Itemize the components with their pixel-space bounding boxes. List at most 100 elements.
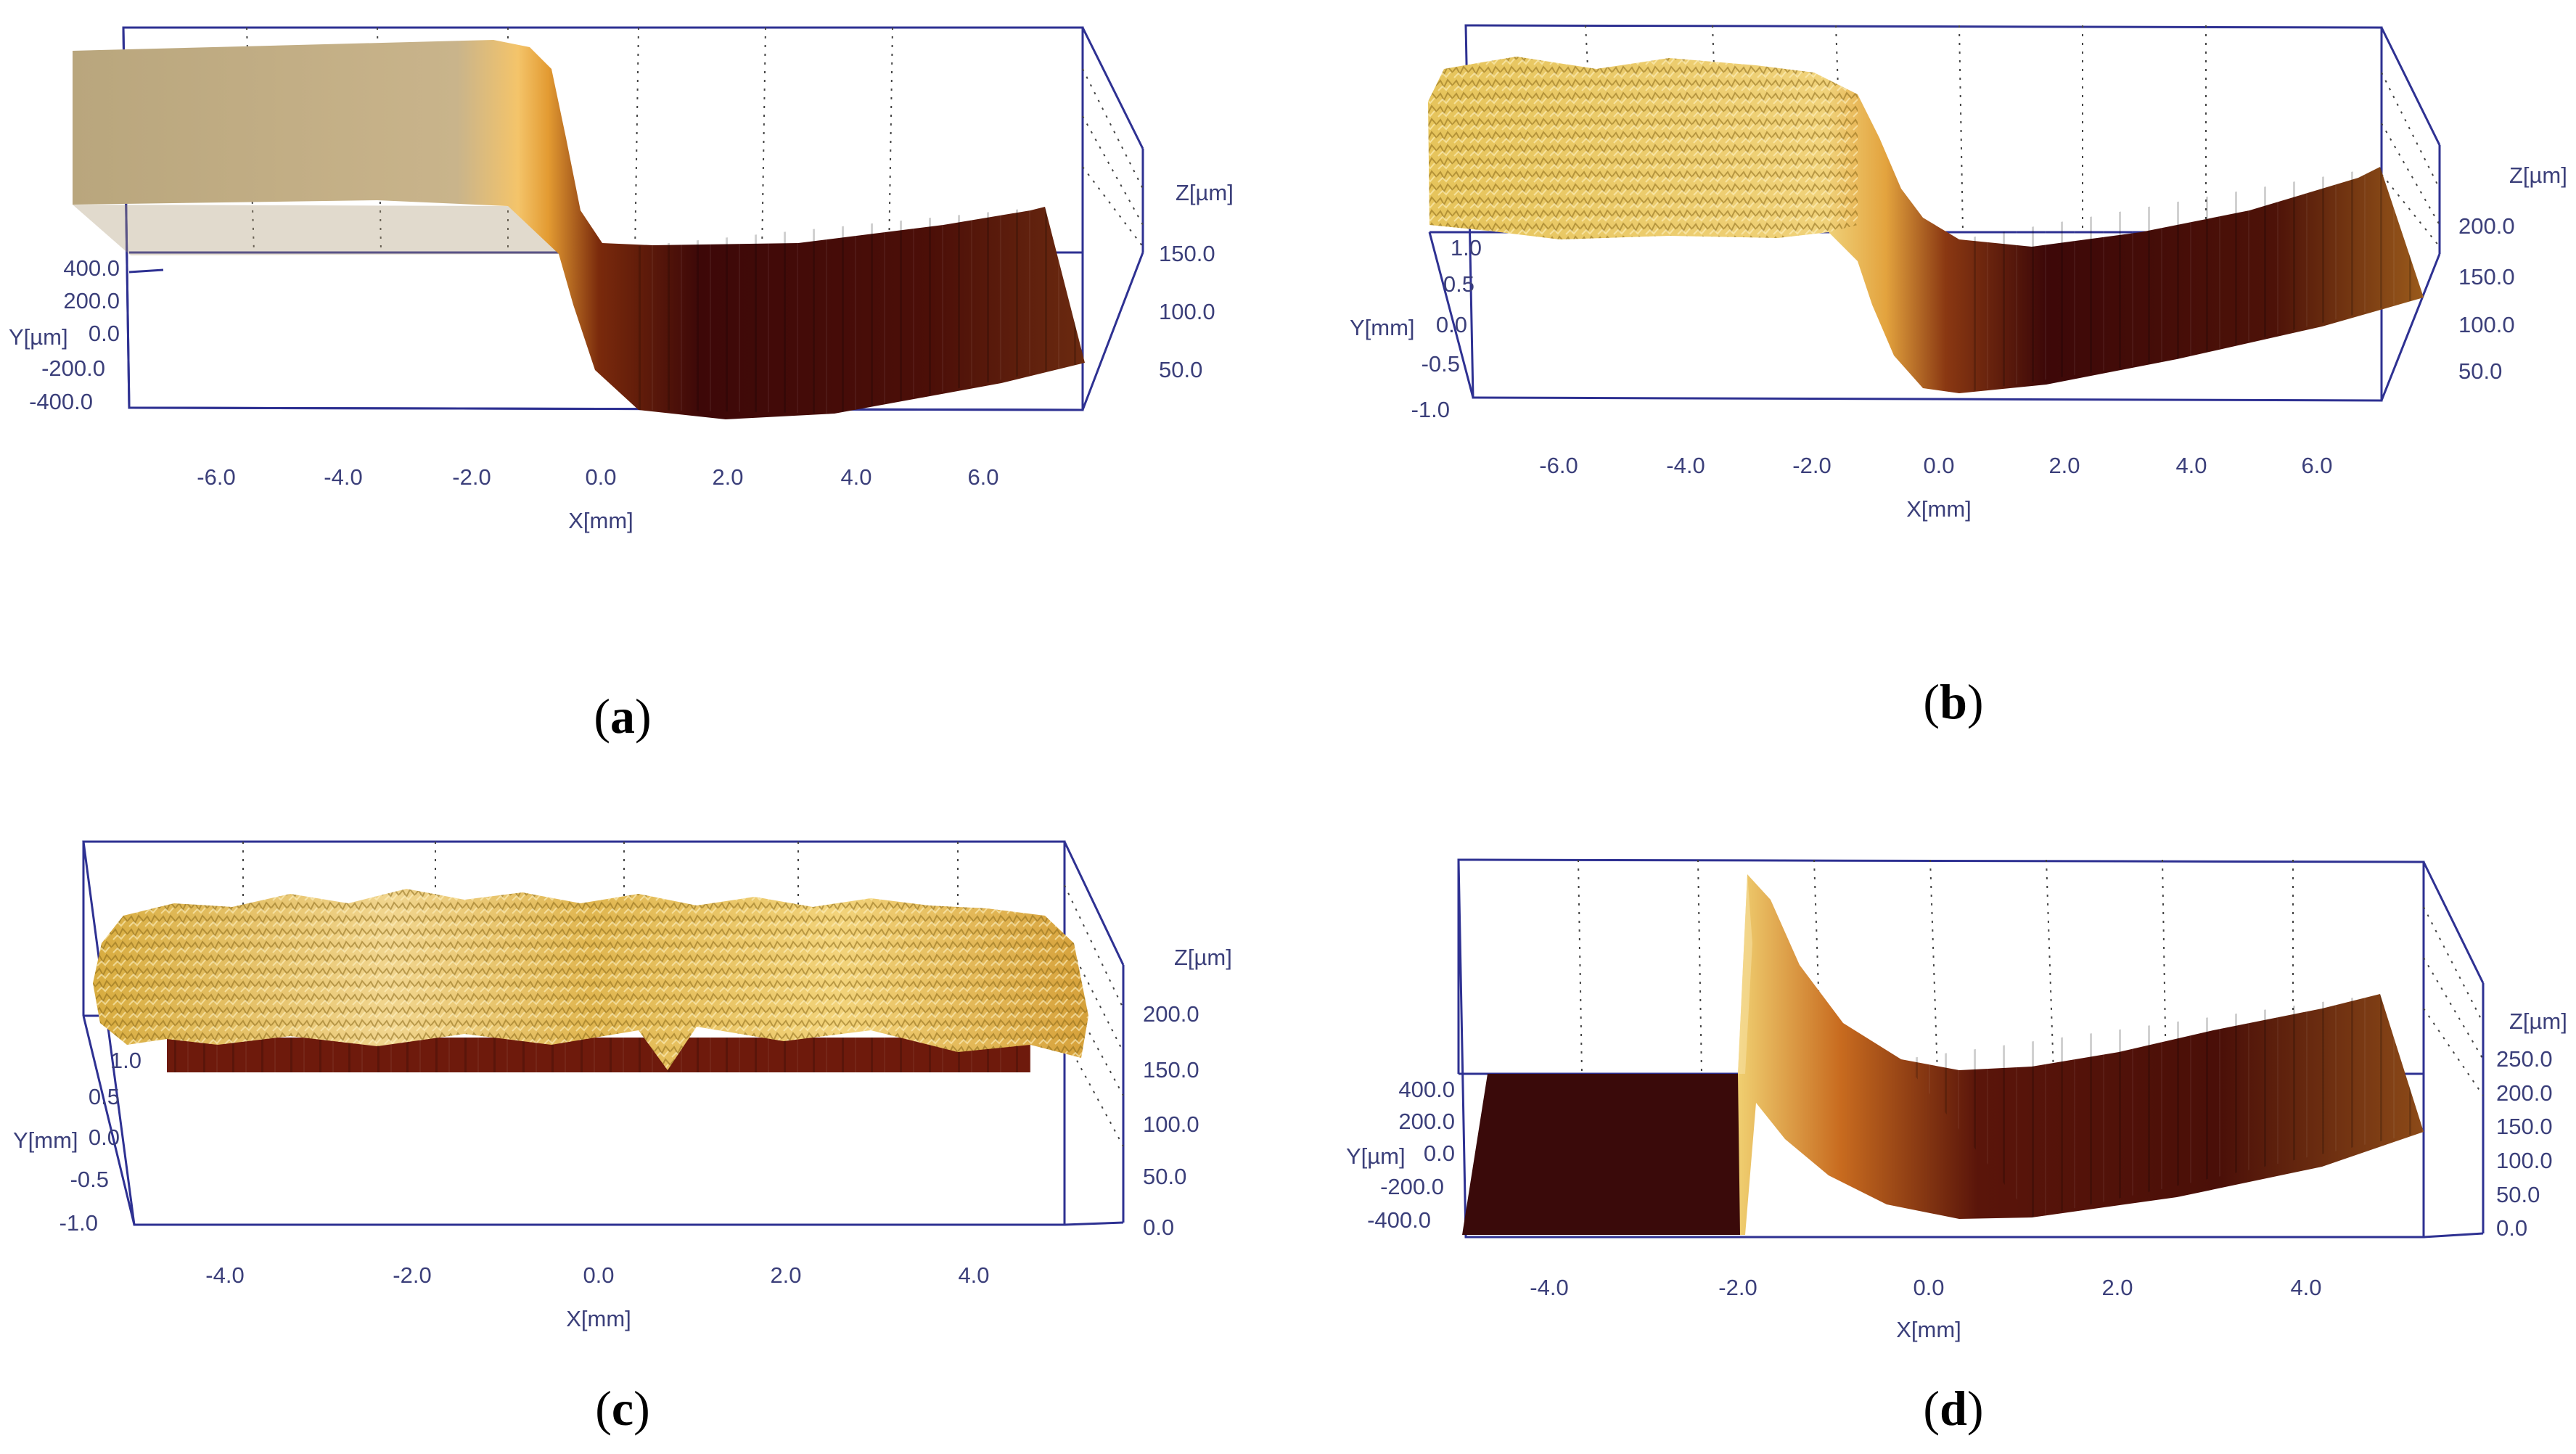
panel-b: -6.0 -4.0 -2.0 0.0 2.0 4.0 6.0 X[mm] 1.0… [1350, 24, 2567, 729]
panel-b-xtick: -4.0 [1666, 453, 1705, 478]
panel-a-xtick: -2.0 [452, 464, 491, 490]
panel-c-caption-letter: c [612, 1381, 633, 1436]
panel-b-xtick: 6.0 [2301, 453, 2332, 478]
panel-b-xtick: 0.0 [1923, 453, 1954, 478]
panel-b-ytick: 0.5 [1443, 271, 1474, 297]
panel-c-surface [93, 889, 1088, 1072]
panel-d-ztick: 50.0 [2496, 1182, 2540, 1207]
panel-a-ytick: -200.0 [41, 356, 105, 381]
panel-c-xtick: -4.0 [205, 1262, 244, 1288]
panel-d-ytick: 200.0 [1398, 1109, 1455, 1134]
panel-a-caption-letter: a [610, 689, 635, 744]
panel-d-ztick: 200.0 [2496, 1080, 2553, 1106]
panel-d-ztick: 0.0 [2496, 1215, 2527, 1241]
panel-a-xtick: 6.0 [967, 464, 998, 490]
panel-d-ztick: 250.0 [2496, 1046, 2553, 1072]
panel-c-ytick: -0.5 [70, 1167, 109, 1192]
panel-d-ytick: -400.0 [1367, 1207, 1431, 1233]
panel-b-ztick: 200.0 [2458, 213, 2515, 239]
panel-b-y-axis: 1.0 0.5 0.0 -0.5 -1.0 Y[mm] [1350, 235, 1482, 422]
panel-c-xtick: -2.0 [393, 1262, 431, 1288]
panel-b-xtick: -2.0 [1792, 453, 1831, 478]
panel-b-xtick: -6.0 [1539, 453, 1578, 478]
panel-c: -4.0 -2.0 0.0 2.0 4.0 X[mm] 1.0 0.5 0.0 … [13, 840, 1232, 1436]
panel-d-ylabel: Y[µm] [1346, 1143, 1406, 1169]
panel-c-ztick: 200.0 [1143, 1001, 1199, 1027]
panel-a-caption: (a) [594, 689, 651, 744]
panel-a-ztick: 150.0 [1159, 241, 1215, 266]
panel-a-xtick: 4.0 [840, 464, 871, 490]
panel-c-ytick: 0.0 [89, 1125, 120, 1150]
panel-a-xlabel: X[mm] [568, 508, 633, 533]
panel-a-ytick: -400.0 [29, 389, 93, 414]
panel-b-ytick: -1.0 [1411, 397, 1450, 422]
panel-c-ztick: 50.0 [1143, 1164, 1186, 1189]
panel-d-ytick: 0.0 [1424, 1141, 1455, 1166]
panel-d-xtick: 0.0 [1913, 1275, 1944, 1300]
panel-d-caption-letter: d [1940, 1381, 1967, 1436]
panel-c-ylabel: Y[mm] [13, 1128, 78, 1153]
panel-d-ytick: 400.0 [1398, 1077, 1455, 1102]
panel-d-ztick: 100.0 [2496, 1148, 2553, 1173]
panel-c-ytick: 0.5 [89, 1084, 120, 1109]
panel-d: -4.0 -2.0 0.0 2.0 4.0 X[mm] 400.0 200.0 … [1346, 858, 2567, 1436]
panel-a-z-axis: Z[µm] 150.0 100.0 50.0 [1159, 180, 1234, 382]
panel-b-xtick: 4.0 [2175, 453, 2207, 478]
panel-c-xtick: 0.0 [583, 1262, 614, 1288]
panel-b-z-axis: Z[µm] 200.0 150.0 100.0 50.0 [2458, 163, 2567, 384]
panel-c-y-axis: 1.0 0.5 0.0 -0.5 -1.0 Y[mm] [13, 1048, 141, 1236]
panel-c-zlabel: Z[µm] [1174, 945, 1232, 970]
panel-c-ztick: 150.0 [1143, 1057, 1199, 1083]
panel-b-caption: (b) [1923, 674, 1983, 729]
panel-b-ytick: -0.5 [1422, 351, 1460, 377]
panel-d-x-axis: -4.0 -2.0 0.0 2.0 4.0 X[mm] [1530, 1275, 2321, 1342]
panel-b-zlabel: Z[µm] [2509, 163, 2567, 188]
panel-c-ztick: 0.0 [1143, 1215, 1174, 1240]
panel-a-surface [73, 40, 1085, 419]
panel-c-z-axis: Z[µm] 200.0 150.0 100.0 50.0 0.0 [1143, 945, 1232, 1240]
panel-d-caption: (d) [1923, 1381, 1983, 1436]
panel-d-y-axis: 400.0 200.0 0.0 -200.0 -400.0 Y[µm] [1346, 1077, 1455, 1233]
panel-c-x-axis: -4.0 -2.0 0.0 2.0 4.0 X[mm] [205, 1262, 989, 1331]
panel-d-surface [1462, 874, 2424, 1235]
panel-a-zlabel: Z[µm] [1176, 180, 1234, 205]
panel-b-xtick: 2.0 [2048, 453, 2080, 478]
panel-c-ytick: -1.0 [60, 1210, 98, 1236]
panel-d-xtick: 4.0 [2290, 1275, 2321, 1300]
panel-d-z-axis: Z[µm] 250.0 200.0 150.0 100.0 50.0 0.0 [2496, 1009, 2567, 1241]
panel-b-x-axis: -6.0 -4.0 -2.0 0.0 2.0 4.0 6.0 X[mm] [1539, 453, 2332, 522]
panel-a-ytick: 0.0 [89, 321, 120, 346]
panel-b-ylabel: Y[mm] [1350, 315, 1415, 340]
panel-b-surface [1428, 57, 2424, 393]
panel-c-ytick: 1.0 [110, 1048, 141, 1073]
panel-a-ztick: 100.0 [1159, 299, 1215, 324]
panel-b-xlabel: X[mm] [1906, 496, 1972, 522]
panel-b-ztick: 50.0 [2458, 358, 2502, 384]
panel-b-ytick: 0.0 [1436, 312, 1467, 337]
panel-c-xlabel: X[mm] [566, 1306, 631, 1331]
panel-a-ztick: 50.0 [1159, 357, 1202, 382]
panel-a-xtick: -6.0 [197, 464, 235, 490]
panel-c-ztick: 100.0 [1143, 1112, 1199, 1137]
panel-c-xtick: 4.0 [958, 1262, 989, 1288]
panel-d-xtick: 2.0 [2101, 1275, 2133, 1300]
panel-d-ytick: -200.0 [1380, 1174, 1444, 1199]
panel-b-caption-letter: b [1940, 674, 1967, 729]
panel-a-xtick: -4.0 [324, 464, 362, 490]
panel-b-ytick: 1.0 [1451, 235, 1482, 260]
panel-a: -6.0 -4.0 -2.0 0.0 2.0 4.0 6.0 X[mm] 400… [9, 26, 1234, 744]
panel-d-zlabel: Z[µm] [2509, 1009, 2567, 1034]
panel-d-ztick: 150.0 [2496, 1114, 2553, 1139]
panel-d-xlabel: X[mm] [1896, 1317, 1961, 1342]
panel-a-ytick: 400.0 [63, 255, 120, 281]
panel-a-ytick: 200.0 [63, 288, 120, 313]
panel-a-x-axis: -6.0 -4.0 -2.0 0.0 2.0 4.0 6.0 X[mm] [197, 464, 998, 533]
panel-a-y-axis: 400.0 200.0 0.0 -200.0 -400.0 Y[µm] [9, 255, 120, 414]
panel-d-xtick: -4.0 [1530, 1275, 1568, 1300]
panel-a-xtick: 2.0 [712, 464, 743, 490]
panel-a-xtick: 0.0 [585, 464, 616, 490]
panel-c-xtick: 2.0 [770, 1262, 801, 1288]
panel-c-caption: (c) [595, 1381, 650, 1436]
panel-b-ztick: 150.0 [2458, 264, 2515, 289]
